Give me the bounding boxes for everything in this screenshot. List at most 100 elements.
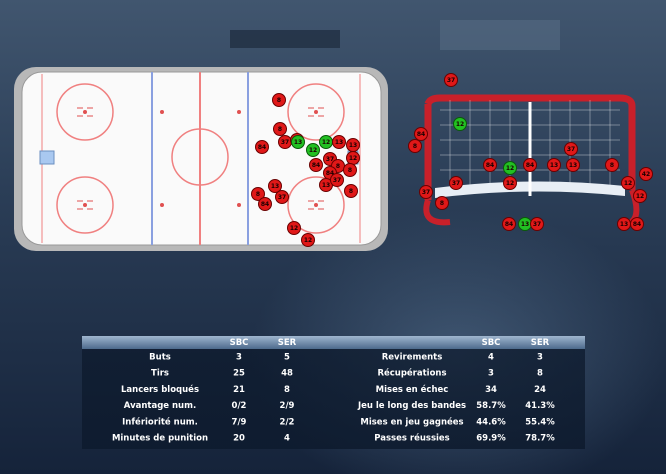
shot-label: 12	[322, 139, 330, 146]
stat-value: 8	[537, 369, 543, 379]
shot-label: 12	[506, 180, 514, 187]
shot-label: 84	[417, 131, 425, 138]
arena-banner	[230, 30, 340, 48]
shot-label: 8	[610, 162, 614, 169]
shot-marker	[453, 117, 467, 131]
shot-label: 12	[304, 237, 312, 244]
stat-value: 78.7%	[525, 434, 555, 444]
shot-marker	[621, 176, 635, 190]
shot-marker	[251, 187, 265, 201]
shot-marker	[503, 176, 517, 190]
shot-marker	[332, 135, 346, 149]
shot-label: 84	[505, 221, 513, 228]
rink	[14, 67, 388, 251]
stat-value: 4	[488, 353, 494, 363]
shot-label: 84	[312, 162, 320, 169]
stat-value: 48	[281, 369, 293, 379]
shot-label: 42	[642, 171, 650, 178]
stat-label: Passes réussies	[374, 433, 450, 444]
stat-value: 8	[284, 385, 290, 395]
shot-label: 84	[326, 170, 334, 177]
shot-marker	[344, 184, 358, 198]
shot-label: 13	[322, 182, 330, 189]
shot-marker	[547, 158, 561, 172]
shot-label: 84	[261, 201, 269, 208]
shot-label: 12	[636, 193, 644, 200]
stat-value: 55.4%	[525, 417, 555, 427]
shot-marker	[287, 221, 301, 235]
shot-label: 8	[348, 167, 352, 174]
stat-label: Récupérations	[377, 368, 446, 379]
shot-marker	[414, 127, 428, 141]
shot-marker	[273, 122, 287, 136]
stat-value: 2/2	[280, 417, 295, 427]
shot-marker	[309, 158, 323, 172]
shot-label: 13	[620, 221, 628, 228]
shot-marker	[258, 197, 272, 211]
shot-marker	[301, 233, 315, 247]
shot-label: 37	[533, 221, 541, 228]
dynamic-layer: 8837813121213138412378488841337813884371…	[112, 73, 653, 444]
shot-marker	[483, 158, 497, 172]
stat-value: 69.9%	[476, 434, 506, 444]
stat-value: 24	[534, 385, 546, 395]
table-header: SBC	[482, 338, 501, 348]
stat-value: 3	[537, 353, 543, 363]
shot-label: 8	[278, 126, 282, 133]
stat-value: 20	[233, 434, 245, 444]
stat-value: 41.3%	[525, 401, 555, 411]
shot-marker	[605, 158, 619, 172]
shot-label: 13	[349, 142, 357, 149]
table-header: SER	[531, 338, 550, 348]
shot-marker	[419, 185, 433, 199]
shot-label: 13	[335, 139, 343, 146]
shot-label: 13	[271, 183, 279, 190]
stat-label: Revirements	[382, 353, 443, 363]
stat-label: Buts	[149, 353, 171, 363]
shot-label: 13	[521, 221, 529, 228]
stat-label: Tirs	[151, 369, 169, 379]
shot-marker	[564, 142, 578, 156]
shot-label: 12	[624, 180, 632, 187]
goal-net	[423, 94, 640, 228]
stat-label: Avantage num.	[124, 401, 196, 411]
shot-label: 8	[256, 191, 260, 198]
shot-label: 12	[290, 225, 298, 232]
shot-label: 8	[440, 200, 444, 207]
shot-marker	[275, 190, 289, 204]
shot-marker	[408, 139, 422, 153]
shot-label: 13	[294, 139, 302, 146]
table-header: SER	[278, 338, 297, 348]
shot-marker	[566, 158, 580, 172]
shot-marker	[502, 217, 516, 231]
stat-label: Infériorité num.	[122, 416, 198, 427]
shot-marker	[633, 189, 647, 203]
stat-value: 21	[233, 385, 245, 395]
shot-label: 12	[506, 165, 514, 172]
stat-value: 2/9	[280, 401, 295, 411]
shot-marker	[449, 176, 463, 190]
stat-value: 58.7%	[476, 401, 506, 411]
stat-value: 44.6%	[476, 417, 506, 427]
stat-value: 0/2	[232, 401, 247, 411]
stat-value: 4	[284, 434, 290, 444]
stat-label: Mises en échec	[376, 384, 449, 395]
shot-marker	[630, 217, 644, 231]
shot-marker	[306, 143, 320, 157]
shot-label: 8	[277, 97, 281, 104]
shot-label: 37	[333, 177, 341, 184]
stat-label: Lancers bloqués	[121, 384, 199, 395]
shot-label: 37	[447, 77, 455, 84]
shot-label: 37	[278, 194, 286, 201]
shot-marker	[343, 163, 357, 177]
shot-marker	[639, 167, 653, 181]
shot-marker	[444, 73, 458, 87]
shot-marker	[523, 158, 537, 172]
shot-marker	[503, 161, 517, 175]
shot-label: 13	[550, 162, 558, 169]
stat-value: 5	[284, 353, 290, 363]
table-body	[82, 349, 585, 449]
stat-value: 3	[488, 369, 494, 379]
stat-value: 34	[485, 385, 497, 395]
